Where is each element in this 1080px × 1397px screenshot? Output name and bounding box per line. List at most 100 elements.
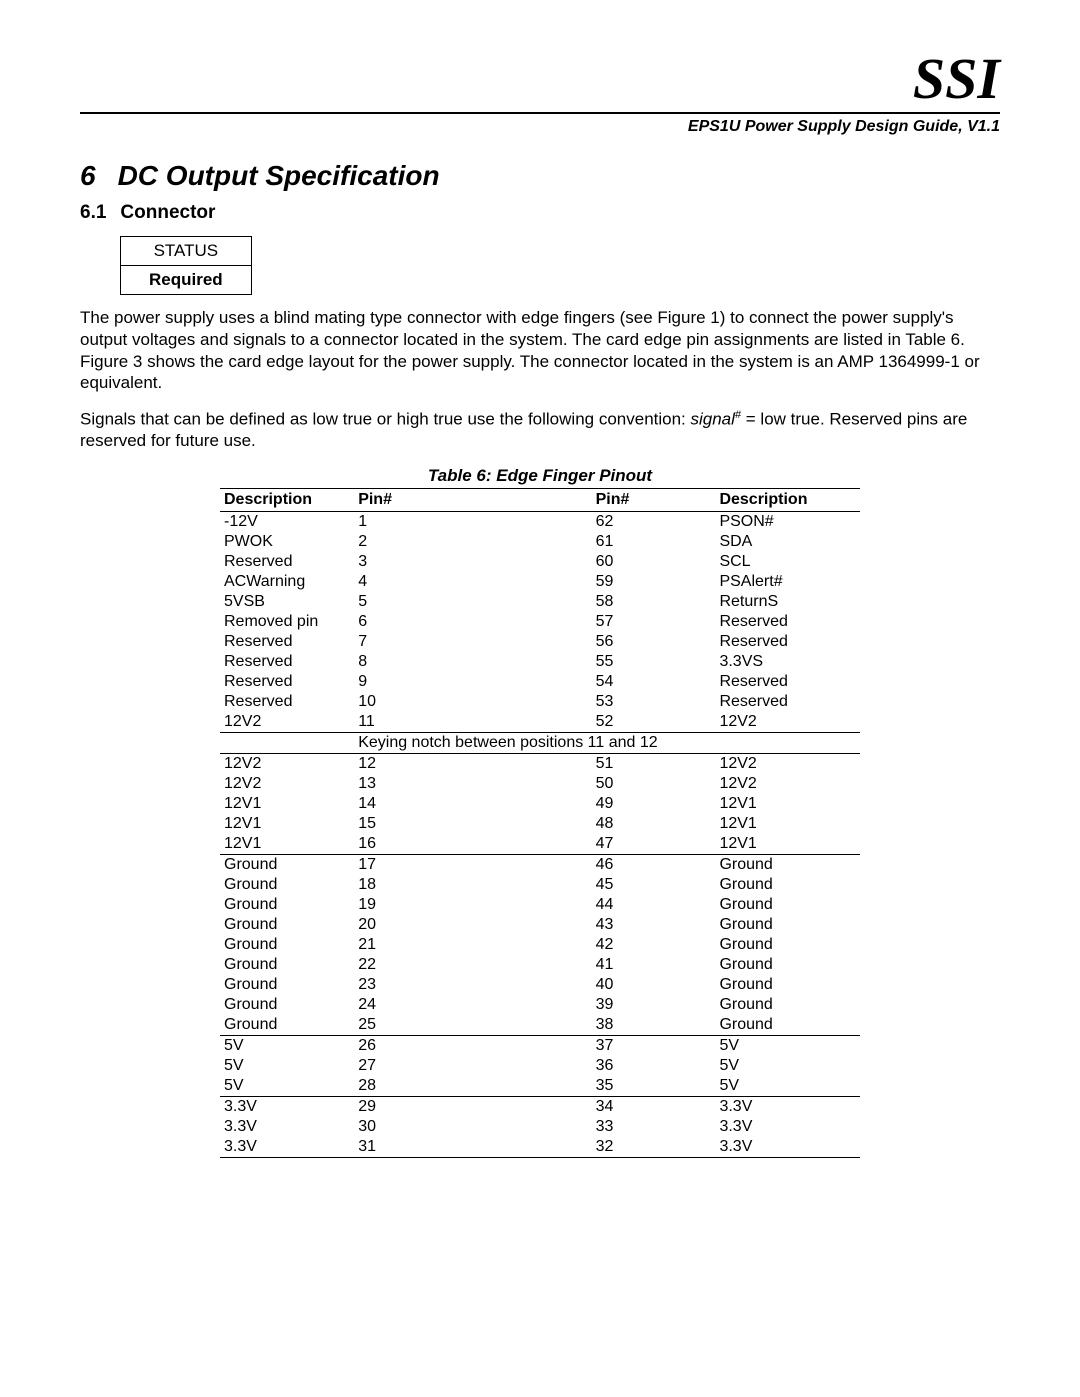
table-cell: Reserved (220, 672, 354, 692)
table-cell: 12V1 (715, 834, 860, 855)
table-cell: 12V1 (715, 794, 860, 814)
signal-italic: signal (691, 410, 735, 429)
table-cell: 59 (592, 572, 716, 592)
table-row: 3.3V31323.3V (220, 1137, 860, 1158)
section-title: DC Output Specification (118, 160, 440, 191)
table-caption: Table 6: Edge Finger Pinout (80, 466, 1000, 486)
table-cell: PSAlert# (715, 572, 860, 592)
table-cell: Reserved (715, 612, 860, 632)
table-cell: -12V (220, 512, 354, 533)
table-cell: 35 (592, 1076, 716, 1097)
table-cell: 19 (354, 895, 591, 915)
table-cell: 3.3V (220, 1097, 354, 1118)
table-cell: Reserved (220, 652, 354, 672)
table-row: Reserved756Reserved (220, 632, 860, 652)
pinout-table: Description Pin# Pin# Description -12V16… (220, 488, 860, 1158)
table-cell: 18 (354, 875, 591, 895)
logo: SSI (80, 50, 1000, 108)
table-cell: 26 (354, 1036, 591, 1057)
table-cell: 12V2 (715, 712, 860, 733)
table-row: 12V1154812V1 (220, 814, 860, 834)
table-cell: Ground (715, 1015, 860, 1036)
table-cell: 58 (592, 592, 716, 612)
table-row: 5V26375V (220, 1036, 860, 1057)
table-cell: Reserved (220, 692, 354, 712)
table-cell: 15 (354, 814, 591, 834)
table-cell: 46 (592, 855, 716, 876)
table-cell: 29 (354, 1097, 591, 1118)
table-cell: 5V (220, 1036, 354, 1057)
table-cell: 12 (354, 754, 591, 775)
table-cell: 25 (354, 1015, 591, 1036)
table-cell: Ground (715, 995, 860, 1015)
table-row: Removed pin657Reserved (220, 612, 860, 632)
table-cell (220, 733, 354, 754)
table-cell: 42 (592, 935, 716, 955)
table-cell: 47 (592, 834, 716, 855)
th-pin-right: Pin# (592, 489, 716, 512)
table-cell: 3.3V (220, 1137, 354, 1158)
table-cell: 10 (354, 692, 591, 712)
table-row: 12V1144912V1 (220, 794, 860, 814)
table-cell: 2 (354, 532, 591, 552)
table-cell: Reserved (715, 692, 860, 712)
table-cell: 5V (220, 1076, 354, 1097)
table-row: 3.3V30333.3V (220, 1117, 860, 1137)
table-cell: 16 (354, 834, 591, 855)
table-cell: Ground (220, 955, 354, 975)
table-cell: 3.3VS (715, 652, 860, 672)
table-cell: 41 (592, 955, 716, 975)
table-cell: 24 (354, 995, 591, 1015)
table-cell: ACWarning (220, 572, 354, 592)
status-box: STATUS Required (120, 236, 252, 295)
table-cell: 12V2 (715, 774, 860, 794)
table-cell: 38 (592, 1015, 716, 1036)
table-cell: 48 (592, 814, 716, 834)
table-cell: 56 (592, 632, 716, 652)
table-cell: Ground (220, 935, 354, 955)
table-cell: 49 (592, 794, 716, 814)
table-cell: 39 (592, 995, 716, 1015)
table-cell: 17 (354, 855, 591, 876)
table-row: Ground2043Ground (220, 915, 860, 935)
table-cell: 31 (354, 1137, 591, 1158)
table-row: 12V1164712V1 (220, 834, 860, 855)
subsection-heading: 6.1Connector (80, 202, 1000, 224)
page: SSI EPS1U Power Supply Design Guide, V1.… (0, 0, 1080, 1397)
table-cell: 7 (354, 632, 591, 652)
table-cell: 45 (592, 875, 716, 895)
table-cell: 11 (354, 712, 591, 733)
table-cell: 30 (354, 1117, 591, 1137)
table-cell: 61 (592, 532, 716, 552)
table-cell: 3.3V (715, 1117, 860, 1137)
table-cell: Ground (715, 935, 860, 955)
table-cell: 1 (354, 512, 591, 533)
table-row: Ground2439Ground (220, 995, 860, 1015)
table-row: Ground2241Ground (220, 955, 860, 975)
table-cell: Ground (220, 975, 354, 995)
table-cell: PSON# (715, 512, 860, 533)
table-cell: 12V1 (220, 794, 354, 814)
table-cell: 5V (220, 1056, 354, 1076)
table-cell: 5 (354, 592, 591, 612)
table-cell: Reserved (715, 632, 860, 652)
table-cell: Reserved (220, 632, 354, 652)
table-row: Ground1746Ground (220, 855, 860, 876)
status-value: Required (121, 266, 252, 295)
table-cell: 51 (592, 754, 716, 775)
keying-notch-text: Keying notch between positions 11 and 12 (354, 733, 860, 754)
table-cell: 4 (354, 572, 591, 592)
table-row: Reserved954Reserved (220, 672, 860, 692)
table-cell: 23 (354, 975, 591, 995)
table-cell: 9 (354, 672, 591, 692)
table-header-row: Description Pin# Pin# Description (220, 489, 860, 512)
table-cell: 5VSB (220, 592, 354, 612)
table-cell: 40 (592, 975, 716, 995)
table-row: 12V2115212V2 (220, 712, 860, 733)
table-cell: 3.3V (715, 1137, 860, 1158)
table-cell: 33 (592, 1117, 716, 1137)
table-row: Ground1845Ground (220, 875, 860, 895)
table-cell: 5V (715, 1056, 860, 1076)
table-cell: PWOK (220, 532, 354, 552)
table-cell: 60 (592, 552, 716, 572)
